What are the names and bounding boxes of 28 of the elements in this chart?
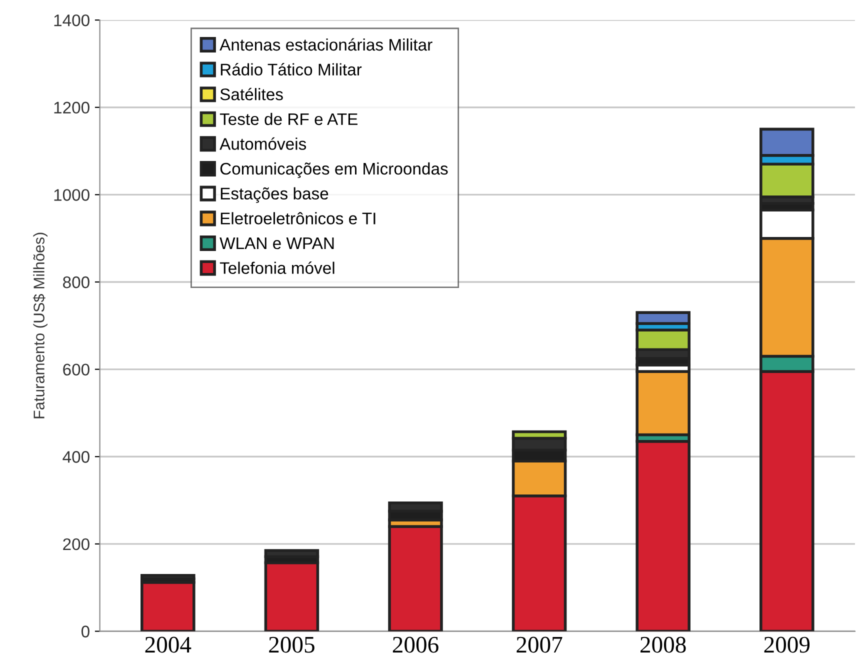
legend-label: Teste de RF e ATE bbox=[220, 112, 358, 126]
x-tick-label: 2006 bbox=[392, 636, 438, 653]
legend-label: WLAN e WPAN bbox=[220, 238, 334, 250]
y-axis-title: Faturamento (US$ Milhões) bbox=[32, 232, 48, 418]
y-tick-label: 600 bbox=[63, 364, 90, 376]
y-tick-label: 1400 bbox=[54, 14, 90, 26]
y-tick-label: 1000 bbox=[54, 189, 90, 201]
legend-label: Automóveis bbox=[220, 137, 306, 150]
legend-label: Rádio Tático Militar bbox=[220, 63, 362, 76]
legend-label: Telefonia móvel bbox=[220, 262, 334, 274]
legend-label: Eletroeletrônicos e TI bbox=[220, 212, 376, 224]
y-tick-label: 400 bbox=[62, 451, 90, 463]
y-tick-label: 200 bbox=[63, 538, 90, 550]
x-tick-label: 2007 bbox=[516, 636, 562, 653]
bar bbox=[636, 440, 690, 632]
y-tick-label: 800 bbox=[63, 276, 90, 288]
y-tick-label: 1200 bbox=[54, 102, 90, 114]
legend-label: Estações base bbox=[220, 187, 328, 203]
bar bbox=[388, 525, 443, 632]
x-tick-label: 2004 bbox=[145, 636, 192, 653]
x-tick-label: 2009 bbox=[764, 636, 810, 653]
legend-label: Antenas estacionárias Militar bbox=[220, 38, 432, 51]
bar bbox=[264, 561, 320, 632]
x-tick-label: 2008 bbox=[640, 636, 686, 653]
legend-label: Satélites bbox=[220, 88, 283, 100]
x-tick-label: 2005 bbox=[269, 636, 314, 653]
legend-label: Comunicações em Microondas bbox=[220, 162, 448, 178]
y-tick-label: 0 bbox=[81, 626, 90, 638]
